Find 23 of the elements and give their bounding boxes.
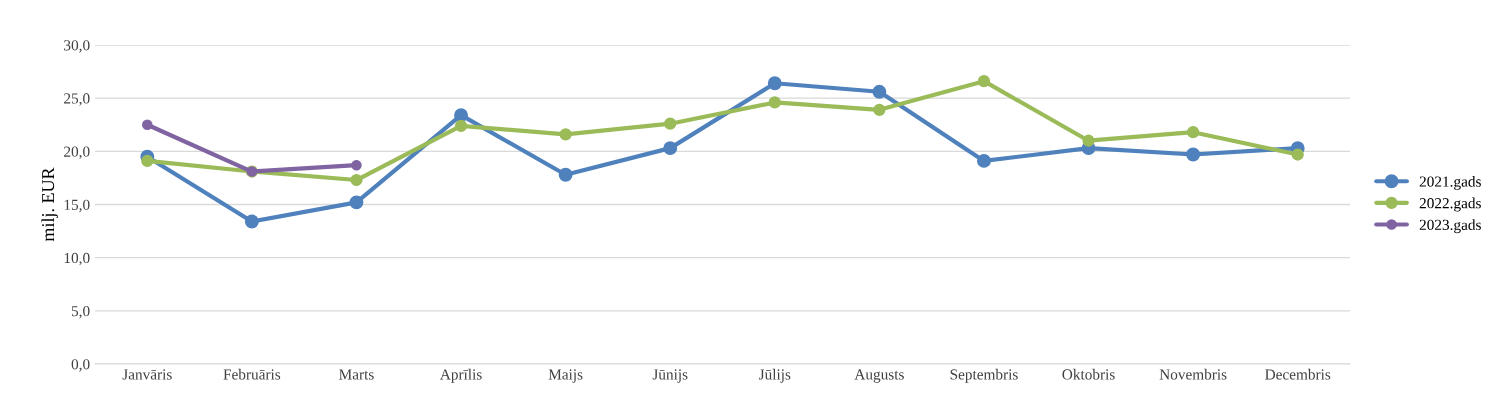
x-tick-label: Septembris (950, 368, 1018, 383)
y-tick-label: 15,0 (64, 199, 90, 213)
x-tick-label: Februāris (223, 368, 281, 380)
legend-label: 2021.gads (1419, 175, 1481, 190)
x-tick-label: Jūnijs (652, 369, 688, 383)
x-tick-label: Augusts (854, 369, 904, 383)
y-tick-label: 0,0 (71, 359, 90, 372)
x-tick-label: Novembris (1159, 368, 1227, 380)
y-tick-label: 10,0 (64, 252, 90, 266)
x-tick-label: Decembris (1265, 368, 1331, 380)
x-tick-label: Maijs (548, 369, 583, 383)
x-tick-label: Janvāris (122, 369, 172, 380)
y-tick-label: 5,0 (71, 305, 90, 319)
x-tick-label: Oktobris (1062, 368, 1115, 380)
y-axis-title: milj. EUR (41, 167, 58, 242)
y-tick-label: 25,0 (64, 93, 90, 106)
y-tick-label: 30,0 (64, 40, 90, 53)
legend-label: 2022.gads (1419, 197, 1481, 212)
y-tick-label: 20,0 (64, 146, 90, 159)
x-tick-label: Jūlijs (758, 368, 791, 383)
legend-label: 2023.gads (1419, 219, 1481, 234)
x-tick-label: Marts (339, 369, 374, 380)
x-tick-label: Aprīlis (439, 368, 482, 383)
